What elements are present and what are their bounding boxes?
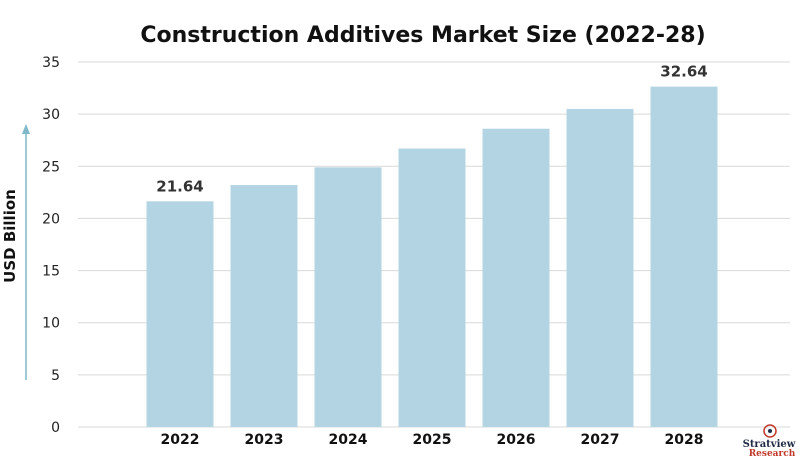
y-tick-label: 5 <box>51 368 60 384</box>
y-tick-label: 20 <box>42 211 60 227</box>
chart-title: Construction Additives Market Size (2022… <box>140 23 705 48</box>
y-tick-label: 15 <box>42 264 60 280</box>
bar-2026 <box>482 128 550 427</box>
data-labels: 21.64 32.64 <box>156 63 707 196</box>
bars <box>146 86 718 428</box>
y-axis-ticks: 0 5 10 15 20 25 30 35 <box>42 55 60 436</box>
y-tick-label: 25 <box>42 159 60 175</box>
bar-2023 <box>230 185 298 427</box>
y-tick-label: 0 <box>51 420 60 436</box>
data-label-2022: 21.64 <box>156 177 203 195</box>
bar-2024 <box>314 167 382 428</box>
stratview-logo: Stratview Research <box>743 424 796 459</box>
bar-2027 <box>566 108 634 427</box>
x-tick-label: 2025 <box>413 432 452 448</box>
data-label-2028: 32.64 <box>660 63 707 81</box>
x-tick-label: 2026 <box>497 432 536 448</box>
x-axis-ticks: 2022 2023 2024 2025 2026 2027 2028 <box>161 432 704 448</box>
x-tick-label: 2023 <box>245 432 284 448</box>
bar-2025 <box>398 148 466 428</box>
y-axis-label-group: USD Billion <box>1 124 30 380</box>
logo-main-text: Stratview <box>743 439 796 450</box>
y-tick-label: 10 <box>42 316 60 332</box>
bar-2028 <box>650 86 718 428</box>
y-axis-label: USD Billion <box>1 189 19 283</box>
x-tick-label: 2024 <box>329 432 368 448</box>
x-tick-label: 2022 <box>161 432 200 448</box>
y-tick-label: 30 <box>42 107 60 123</box>
logo-sub-text: Research <box>749 449 796 459</box>
y-axis-arrow-head-icon <box>22 124 30 134</box>
bar-2022 <box>146 201 214 427</box>
y-tick-label: 35 <box>42 55 60 71</box>
x-tick-label: 2028 <box>665 432 704 448</box>
x-tick-label: 2027 <box>581 432 620 448</box>
